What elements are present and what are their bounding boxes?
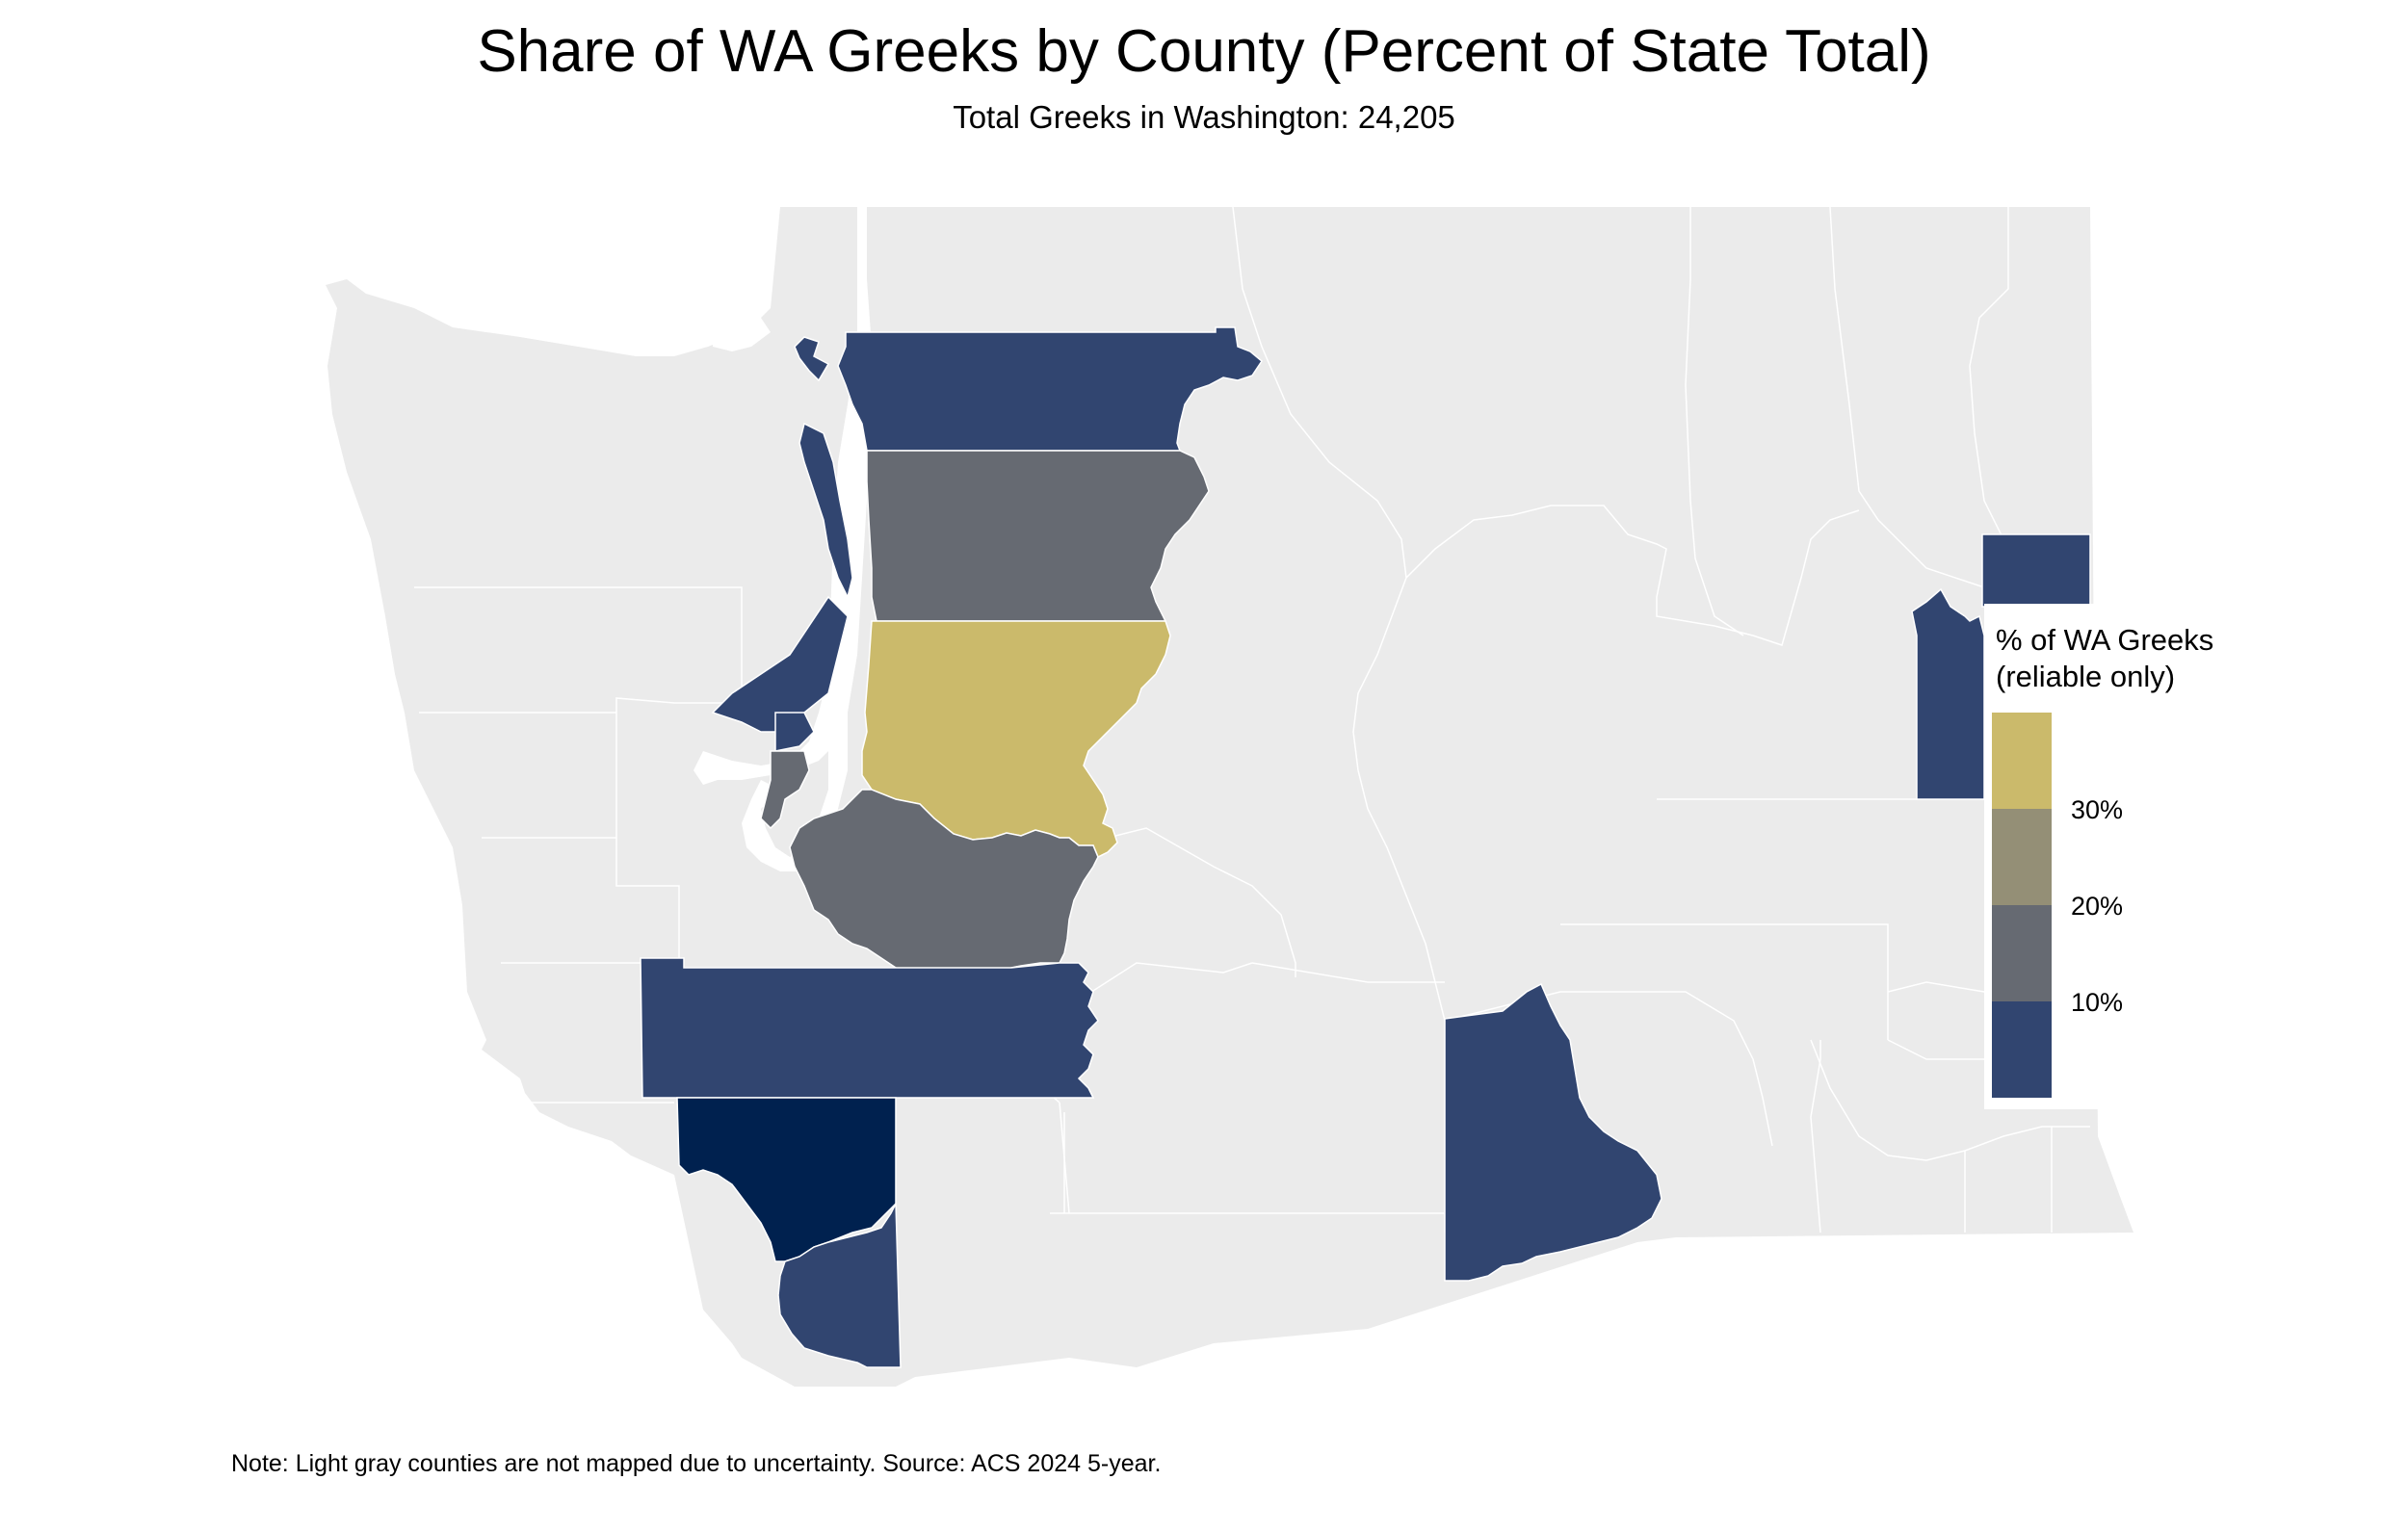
legend-swatch-low bbox=[1992, 1001, 2052, 1098]
map-subtitle: Total Greeks in Washington: 24,205 bbox=[953, 99, 1455, 135]
county-whatcom bbox=[837, 326, 1263, 452]
county-clark bbox=[777, 1203, 902, 1368]
puget-sound-water bbox=[674, 207, 872, 871]
legend-title: % of WA Greeks (reliable only) bbox=[1996, 622, 2213, 695]
state-outline bbox=[326, 207, 2133, 1387]
legend-swatch-high bbox=[1992, 713, 2052, 809]
county-cowlitz bbox=[676, 1097, 897, 1262]
legend-title-line2: (reliable only) bbox=[1996, 660, 2176, 693]
legend-swatch-upper-mid bbox=[1992, 809, 2052, 905]
shaded-counties bbox=[640, 326, 2091, 1368]
county-thurston-north bbox=[711, 595, 849, 733]
county-spokane-north bbox=[1981, 533, 2091, 608]
legend-label-10: 10% bbox=[2071, 988, 2124, 1017]
legend-label-20: 20% bbox=[2071, 892, 2124, 921]
county-kitsap bbox=[760, 750, 810, 830]
county-snohomish bbox=[866, 450, 1210, 622]
legend-label-30: 30% bbox=[2071, 795, 2124, 824]
county-pierce bbox=[789, 789, 1099, 978]
county-island bbox=[798, 422, 853, 600]
county-lewis bbox=[640, 957, 1099, 1099]
county-spokane bbox=[1911, 587, 1985, 800]
county-kitsap-south bbox=[774, 712, 815, 752]
county-skagit-islands bbox=[794, 336, 830, 382]
county-benton bbox=[1444, 982, 1662, 1282]
legend-colorbar bbox=[1992, 713, 2052, 1098]
caption-note: Note: Light gray counties are not mapped… bbox=[231, 1450, 1162, 1477]
legend-title-line1: % of WA Greeks bbox=[1996, 623, 2214, 657]
map-title: Share of WA Greeks by County (Percent of… bbox=[477, 18, 1931, 85]
legend-swatch-mid bbox=[1992, 905, 2052, 1001]
